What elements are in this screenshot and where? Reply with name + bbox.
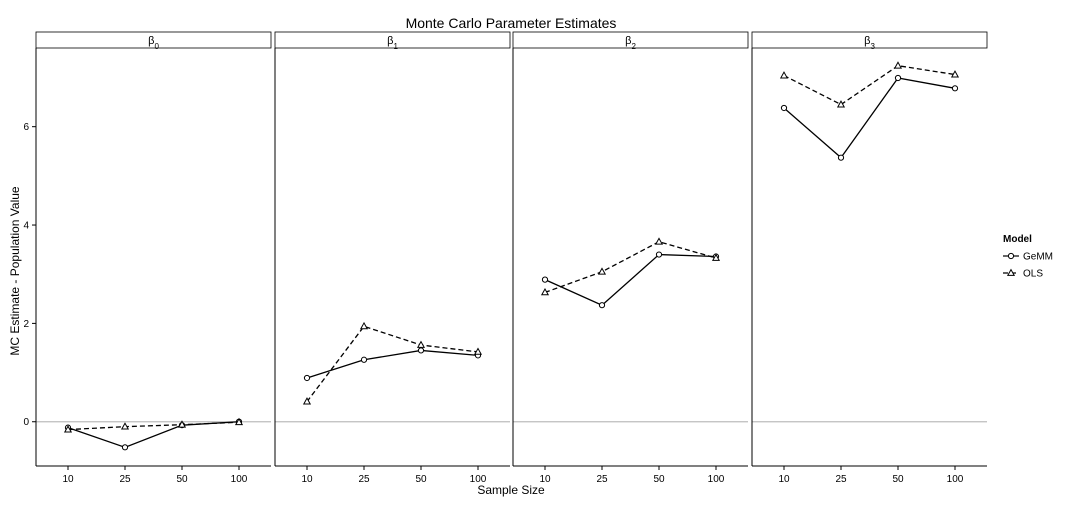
- facet-label-subscript-0: 0: [154, 42, 159, 51]
- legend-key-gemm: GeMM: [1003, 252, 1053, 263]
- facet-panel-2: β2 10 25 50 100: [512, 31, 749, 485]
- facet-panel-0: β0 10 25 50 100: [35, 31, 272, 485]
- data-point-gemm-3-3: [951, 85, 959, 92]
- data-point-gemm-1-0: [303, 374, 311, 382]
- x-tick-label-1-1: 25: [358, 474, 370, 485]
- data-point-ols-3-0: [779, 71, 789, 79]
- facet-label-0: β0: [148, 35, 159, 51]
- series-line-ols-2: [544, 241, 717, 294]
- x-tick-label-2-2: 50: [653, 474, 665, 485]
- x-tick-label-1-2: 50: [415, 474, 427, 485]
- data-point-gemm-3-2: [894, 74, 902, 82]
- facet-label-subscript-1: 1: [393, 42, 398, 51]
- x-tick-label-2-3: 100: [708, 474, 725, 485]
- legend-title: Model: [1003, 234, 1032, 245]
- x-tick-label-3-1: 25: [835, 474, 847, 485]
- x-tick-label-2-0: 10: [539, 474, 551, 485]
- x-tick-label-2-1: 25: [596, 474, 608, 485]
- data-point-ols-0-3: [234, 417, 244, 426]
- y-tick-label-0: 0: [23, 417, 29, 428]
- x-tick-label-3-0: 10: [778, 474, 790, 485]
- series-line-ols-0: [67, 421, 240, 431]
- chart-title: Monte Carlo Parameter Estimates: [406, 15, 617, 31]
- data-point-gemm-2-0: [541, 276, 549, 283]
- x-tick-label-0-1: 25: [119, 474, 131, 485]
- legend-key-ols: OLS: [1003, 269, 1043, 280]
- y-tick-label-3: 6: [23, 122, 29, 133]
- facet-panel-1: β1 10 25 50 100: [274, 31, 511, 485]
- data-point-gemm-1-2: [417, 347, 425, 354]
- series-line-ols-3: [783, 65, 956, 106]
- y-tick-label-2: 4: [23, 221, 29, 232]
- data-point-gemm-2-1: [598, 302, 606, 309]
- data-point-gemm-1-1: [360, 356, 368, 363]
- y-axis-title: MC Estimate - Population Value: [8, 186, 22, 356]
- facet-label-3: β3: [864, 35, 875, 51]
- facet-strip-1: [274, 31, 511, 49]
- x-tick-label-0-3: 100: [231, 474, 248, 485]
- data-point-gemm-2-2: [655, 251, 663, 258]
- facet-label-subscript-3: 3: [870, 42, 875, 51]
- legend-label-ols: OLS: [1023, 269, 1043, 280]
- data-point-ols-0-0: [63, 425, 73, 433]
- series-line-gemm-0: [67, 421, 240, 449]
- data-point-ols-2-2: [654, 237, 664, 245]
- y-tick-label-1: 2: [23, 319, 29, 330]
- data-point-gemm-3-0: [780, 104, 788, 112]
- legend: Model GeMM OLS: [1003, 234, 1053, 280]
- data-point-ols-1-0: [302, 397, 312, 405]
- facet-label-2: β2: [625, 35, 636, 51]
- data-point-ols-0-2: [177, 420, 187, 428]
- x-tick-label-0-2: 50: [176, 474, 188, 485]
- data-point-ols-2-0: [540, 287, 550, 296]
- facet-strip-0: [35, 31, 272, 49]
- x-tick-label-3-2: 50: [892, 474, 904, 485]
- data-point-ols-0-1: [120, 422, 130, 430]
- facet-strip-2: [512, 31, 749, 49]
- series-line-gemm-2: [544, 253, 717, 306]
- data-point-ols-3-1: [836, 100, 846, 108]
- series-line-gemm-3: [783, 77, 956, 159]
- data-point-ols-2-1: [597, 267, 607, 275]
- x-tick-label-1-0: 10: [301, 474, 313, 485]
- data-point-ols-2-3: [711, 253, 721, 261]
- facet-label-subscript-2: 2: [631, 42, 636, 51]
- data-point-ols-3-2: [893, 61, 903, 69]
- data-point-ols-1-2: [416, 340, 426, 348]
- data-point-gemm-3-1: [837, 154, 845, 161]
- legend-marker-gemm: [1007, 252, 1015, 260]
- facet-strip-3: [751, 31, 988, 49]
- facet-label-1: β1: [387, 35, 398, 51]
- x-axis-title: Sample Size: [477, 483, 545, 497]
- x-tick-label-1-3: 100: [470, 474, 487, 485]
- data-point-ols-3-3: [950, 70, 960, 78]
- legend-label-gemm: GeMM: [1023, 252, 1053, 263]
- facet-panel-3: β3 10 25 50 100: [751, 31, 988, 485]
- data-point-ols-1-1: [359, 321, 369, 330]
- series-line-gemm-1: [306, 349, 479, 379]
- data-point-ols-1-3: [473, 347, 483, 355]
- x-tick-label-3-3: 100: [947, 474, 964, 485]
- y-axis: 0 2 4 6: [23, 122, 36, 428]
- data-point-gemm-0-1: [121, 444, 129, 451]
- legend-marker-ols: [1006, 268, 1016, 276]
- series-line-ols-1: [306, 325, 479, 402]
- x-tick-label-0-0: 10: [62, 474, 74, 485]
